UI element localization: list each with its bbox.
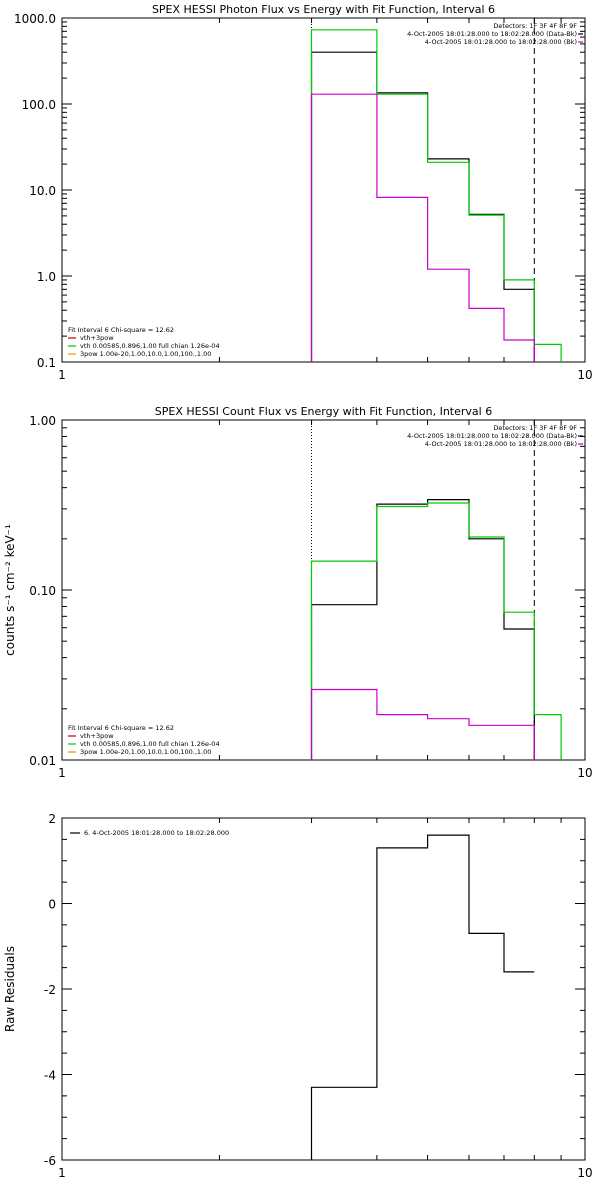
y-tick-label: 0.01 (29, 754, 56, 768)
legend-bl-text: Fit Interval 6 Chi-square = 12.62 (68, 724, 174, 732)
legend-bl-text: vth 0.00585,0.896,1.00 full chian 1.26e-… (80, 740, 220, 748)
y-axis-label: Raw Residuals (3, 946, 17, 1032)
legend-bl-text: 3pow 1.00e-20,1.00,10.0,1.00,100.,1.00 (80, 748, 211, 756)
y-tick-label: 1.0 (37, 270, 56, 284)
plot-frame (61, 419, 586, 761)
x-tick-label: 10 (577, 1166, 592, 1180)
x-tick-label: 10 (577, 766, 592, 780)
legend-bl-text: vth 0.00585,0.896,1.00 full chian 1.26e-… (80, 342, 220, 350)
series-2-step-line (310, 93, 535, 362)
plot-frame (61, 17, 586, 363)
legend-tr-text: Detectors: 1F 3F 4F 8F 9F (493, 424, 577, 432)
y-tick-label: 1.00 (29, 414, 56, 428)
y-tick-label: -2 (44, 983, 56, 997)
legend-bl-text: vth+3pow (80, 334, 114, 342)
plot-frame (61, 817, 586, 1161)
y-tick-label: 2 (48, 812, 56, 826)
x-tick-label: 10 (577, 368, 592, 382)
y-tick-label: 1000.0 (14, 12, 56, 26)
legend-bl-text: vth+3pow (80, 732, 114, 740)
y-tick-label: 100.0 (22, 98, 56, 112)
series-0-step-line (310, 51, 535, 362)
legend-tr-text: Detectors: 1F 3F 4F 8F 9F (493, 22, 577, 30)
legend-bl-text: 3pow 1.00e-20,1.00,10.0,1.00,100.,1.00 (80, 350, 211, 358)
series-1-step-line (310, 29, 562, 362)
y-tick-label: 10.0 (29, 184, 56, 198)
y-tick-label: 0.1 (37, 356, 56, 370)
y-tick-label: -6 (44, 1154, 56, 1168)
x-tick-label: 1 (58, 766, 66, 780)
legend-bl-text: Fit Interval 6 Chi-square = 12.62 (68, 326, 174, 334)
legend-tl-text: 6. 4-Oct-2005 18:01:28.000 to 18:02:28.0… (84, 829, 229, 837)
series-0-step-line (310, 499, 535, 760)
y-axis-label: counts s⁻¹ cm⁻² keV⁻¹ (3, 524, 17, 656)
legend-tr-text: 4-Oct-2005 18:01:28.000 to 18:02:28.000 … (425, 440, 577, 448)
y-tick-label: 0 (48, 898, 56, 912)
x-tick-label: 1 (58, 1166, 66, 1180)
x-tick-label: 1 (58, 368, 66, 382)
legend-tr-text: 4-Oct-2005 18:01:28.000 to 18:02:28.000 … (407, 432, 577, 440)
series-1-step-line (310, 502, 562, 760)
y-tick-label: -4 (44, 1069, 56, 1083)
series-2-step-line (310, 688, 535, 760)
legend-tr-text: 4-Oct-2005 18:01:28.000 to 18:02:28.000 … (425, 38, 577, 46)
y-tick-label: 0.10 (29, 584, 56, 598)
legend-tr-text: 4-Oct-2005 18:01:28.000 to 18:02:28.000 … (407, 30, 577, 38)
chart-title: SPEX HESSI Count Flux vs Energy with Fit… (155, 405, 492, 418)
series-0-step-line (310, 834, 535, 1160)
chart-title: SPEX HESSI Photon Flux vs Energy with Fi… (152, 3, 495, 16)
